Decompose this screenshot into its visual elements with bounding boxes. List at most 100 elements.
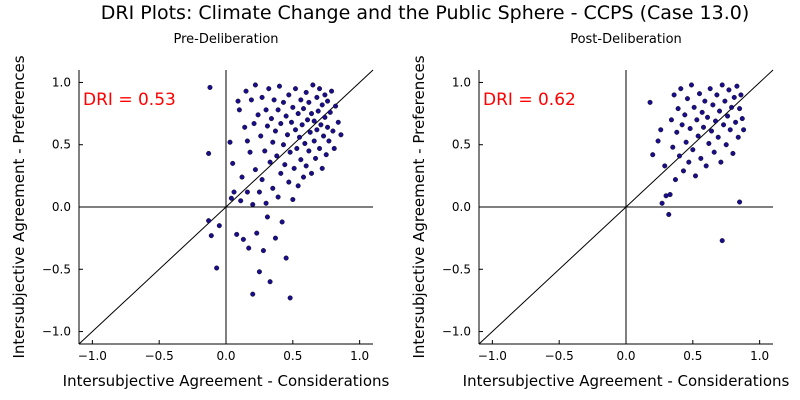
data-point <box>699 109 705 115</box>
x-tick-label: 0.0 <box>616 349 635 363</box>
x-axis-label: Intersubjective Agreement - Consideratio… <box>63 372 390 390</box>
data-point <box>250 202 256 208</box>
x-tick-label: 1.0 <box>350 349 369 363</box>
data-point <box>741 127 747 133</box>
data-point <box>327 109 333 115</box>
data-point <box>307 129 313 135</box>
data-point <box>264 214 270 220</box>
data-point <box>701 124 707 130</box>
data-point <box>236 107 242 113</box>
data-point <box>713 118 719 124</box>
y-axis-label: Intersubjective Agreement - Preferences <box>10 55 28 358</box>
data-point <box>227 139 233 145</box>
data-point <box>280 99 286 105</box>
x-tick-label: −0.5 <box>145 349 174 363</box>
data-point <box>256 189 262 195</box>
data-point <box>282 162 288 168</box>
y-tick-label: 0.0 <box>452 200 471 214</box>
data-point <box>259 177 265 183</box>
data-point <box>659 200 665 206</box>
data-point <box>330 128 336 134</box>
data-point <box>287 295 293 301</box>
data-point <box>278 121 284 127</box>
x-tick-label: 0.5 <box>283 349 302 363</box>
data-point <box>238 198 244 204</box>
data-point <box>246 245 252 251</box>
data-point <box>271 97 277 103</box>
data-point <box>214 265 220 271</box>
data-point <box>692 173 698 179</box>
data-point <box>283 255 289 261</box>
panel-pre-deliberation: Pre-Deliberation −1.0 −1.0 −0.5 −0.5 0.0 0.0 0… <box>10 32 390 390</box>
data-point <box>252 167 258 173</box>
identity-line <box>478 69 774 345</box>
data-point <box>734 83 740 89</box>
data-point <box>727 127 733 133</box>
x-tick-label: 0.5 <box>683 349 702 363</box>
data-point <box>666 211 672 217</box>
data-point <box>292 127 298 133</box>
data-point <box>313 155 319 161</box>
data-point <box>306 148 312 154</box>
panel-subtitle: Pre-Deliberation <box>173 32 278 47</box>
data-point <box>306 99 312 105</box>
y-tick-label: 1.0 <box>452 75 471 89</box>
data-point <box>267 279 273 285</box>
data-point <box>694 117 700 123</box>
data-point <box>275 194 281 200</box>
data-point <box>711 149 717 155</box>
data-point <box>322 114 328 120</box>
data-point <box>290 197 296 203</box>
data-point <box>670 144 676 150</box>
data-point <box>242 124 248 130</box>
data-point <box>679 122 685 128</box>
data-point <box>206 150 212 156</box>
y-axis-label: Intersubjective Agreement - Preferences <box>410 55 428 358</box>
data-point <box>703 163 709 169</box>
data-point <box>322 92 328 98</box>
data-point <box>255 112 261 118</box>
data-point <box>319 102 325 108</box>
data-point <box>303 89 309 95</box>
data-point <box>240 236 246 242</box>
data-point <box>326 138 332 144</box>
data-point <box>291 165 297 171</box>
data-point <box>671 92 677 98</box>
data-point <box>292 86 298 92</box>
data-point <box>717 108 723 114</box>
data-point <box>687 126 693 132</box>
data-point <box>235 98 241 104</box>
data-point <box>294 145 300 151</box>
data-point <box>719 238 725 244</box>
data-point <box>730 150 736 156</box>
data-point <box>739 116 745 122</box>
data-point <box>263 107 269 113</box>
data-point <box>684 96 690 102</box>
data-point <box>260 248 266 254</box>
data-point <box>317 145 323 151</box>
data-points <box>647 82 747 244</box>
data-point <box>234 231 240 237</box>
data-point <box>718 159 724 165</box>
data-point <box>335 119 341 125</box>
dri-annotation: DRI = 0.53 <box>83 90 176 110</box>
data-point <box>301 174 307 180</box>
data-point <box>667 192 673 198</box>
data-point <box>230 160 236 166</box>
y-tick-label: 0.5 <box>52 138 71 152</box>
data-point <box>267 159 273 165</box>
dri-annotation: DRI = 0.62 <box>483 90 576 110</box>
chart-title: DRI Plots: Climate Change and the Public… <box>101 2 749 24</box>
tick-labels: −1.0 −1.0 −0.5 −0.5 0.0 0.0 0.5 0.5 1.0 1.0 <box>42 75 369 363</box>
data-point <box>323 152 329 158</box>
data-point <box>286 179 292 185</box>
y-tick-label: 1.0 <box>52 75 71 89</box>
data-point <box>309 111 315 117</box>
y-tick-label: −0.5 <box>42 262 71 276</box>
data-point <box>303 163 309 169</box>
panel-subtitle: Post-Deliberation <box>570 32 682 47</box>
x-tick-label: −0.5 <box>545 349 574 363</box>
data-point <box>686 159 692 165</box>
data-point <box>715 134 721 140</box>
